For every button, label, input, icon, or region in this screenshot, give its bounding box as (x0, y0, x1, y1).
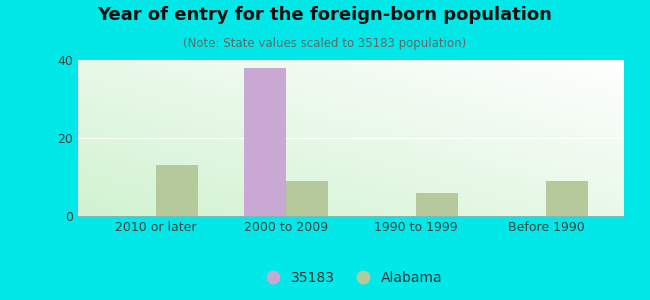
Legend: 35183, Alabama: 35183, Alabama (254, 265, 448, 290)
Text: Year of entry for the foreign-born population: Year of entry for the foreign-born popul… (98, 6, 552, 24)
Bar (244, 68, 286, 216)
Bar (416, 193, 458, 216)
Bar (546, 181, 588, 216)
Bar (286, 181, 328, 216)
Text: (Note: State values scaled to 35183 population): (Note: State values scaled to 35183 popu… (183, 38, 467, 50)
Bar (156, 165, 198, 216)
